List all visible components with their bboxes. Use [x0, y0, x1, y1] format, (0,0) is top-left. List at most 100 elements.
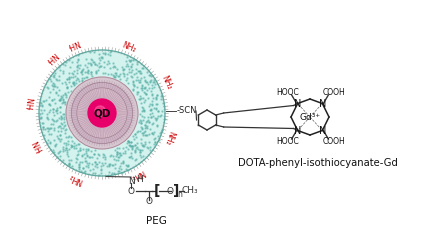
Point — [138, 125, 145, 129]
Point — [113, 150, 120, 154]
Point — [105, 171, 112, 174]
Point — [134, 145, 141, 149]
Point — [60, 100, 66, 104]
Point — [109, 61, 116, 65]
Point — [139, 108, 146, 112]
Point — [91, 161, 98, 164]
Point — [123, 62, 130, 66]
Point — [158, 113, 165, 117]
Point — [123, 64, 129, 68]
Point — [77, 160, 83, 164]
Point — [124, 73, 130, 76]
Point — [161, 104, 168, 108]
Point — [102, 51, 108, 55]
Point — [47, 122, 54, 125]
Point — [69, 144, 76, 148]
Point — [115, 158, 121, 162]
Point — [56, 105, 63, 109]
Text: N: N — [319, 98, 326, 109]
Point — [129, 87, 136, 91]
Point — [142, 129, 149, 133]
Point — [124, 76, 130, 79]
Point — [65, 148, 72, 151]
Point — [126, 140, 133, 144]
Point — [84, 147, 91, 151]
Point — [151, 78, 158, 82]
Point — [102, 52, 108, 56]
Point — [144, 115, 151, 119]
Point — [54, 155, 60, 159]
Point — [39, 104, 46, 108]
Point — [85, 164, 91, 167]
Point — [124, 139, 131, 143]
Point — [82, 57, 89, 61]
Point — [50, 81, 57, 85]
Point — [138, 137, 145, 141]
Point — [67, 85, 74, 88]
Point — [74, 142, 81, 145]
Point — [117, 164, 124, 168]
Point — [97, 168, 104, 172]
Point — [131, 72, 138, 76]
Point — [158, 109, 165, 113]
Point — [132, 143, 138, 146]
Point — [152, 118, 159, 122]
Point — [147, 107, 154, 111]
Point — [51, 75, 58, 79]
Point — [151, 80, 157, 84]
Point — [157, 114, 164, 118]
Point — [136, 118, 143, 122]
Text: PEG: PEG — [146, 216, 166, 226]
Point — [52, 77, 59, 81]
Point — [107, 72, 114, 76]
Point — [128, 64, 135, 68]
Point — [42, 127, 49, 130]
Point — [128, 70, 135, 74]
Point — [70, 80, 77, 83]
Point — [53, 108, 60, 112]
Point — [88, 58, 95, 61]
Point — [74, 76, 81, 79]
Point — [158, 97, 165, 101]
Point — [95, 152, 102, 156]
Point — [87, 70, 94, 74]
Point — [64, 86, 71, 90]
Point — [78, 72, 85, 76]
Point — [128, 154, 135, 158]
Point — [157, 130, 164, 134]
Point — [51, 128, 58, 132]
Point — [77, 146, 84, 150]
Point — [139, 83, 146, 87]
Point — [154, 124, 160, 128]
Point — [61, 129, 68, 132]
Point — [85, 61, 91, 65]
Point — [159, 94, 165, 97]
Point — [137, 148, 144, 152]
Point — [149, 83, 156, 87]
Point — [56, 150, 63, 154]
Point — [79, 78, 85, 82]
Point — [65, 139, 72, 143]
Point — [138, 119, 145, 122]
Point — [123, 167, 129, 171]
Point — [69, 81, 76, 84]
Point — [90, 167, 96, 171]
Point — [157, 94, 164, 98]
Point — [75, 63, 82, 67]
Text: ⁱHN: ⁱHN — [26, 96, 37, 110]
Point — [153, 107, 159, 111]
Point — [52, 90, 59, 94]
Point — [80, 166, 86, 170]
Text: O: O — [146, 196, 153, 205]
Point — [63, 148, 70, 152]
Point — [123, 163, 129, 167]
Text: H: H — [136, 175, 143, 184]
Point — [124, 81, 131, 85]
Point — [82, 159, 89, 163]
Point — [55, 137, 62, 141]
Point — [74, 68, 81, 72]
Circle shape — [77, 88, 127, 138]
Point — [43, 85, 50, 89]
Point — [70, 72, 77, 76]
Point — [153, 96, 159, 100]
